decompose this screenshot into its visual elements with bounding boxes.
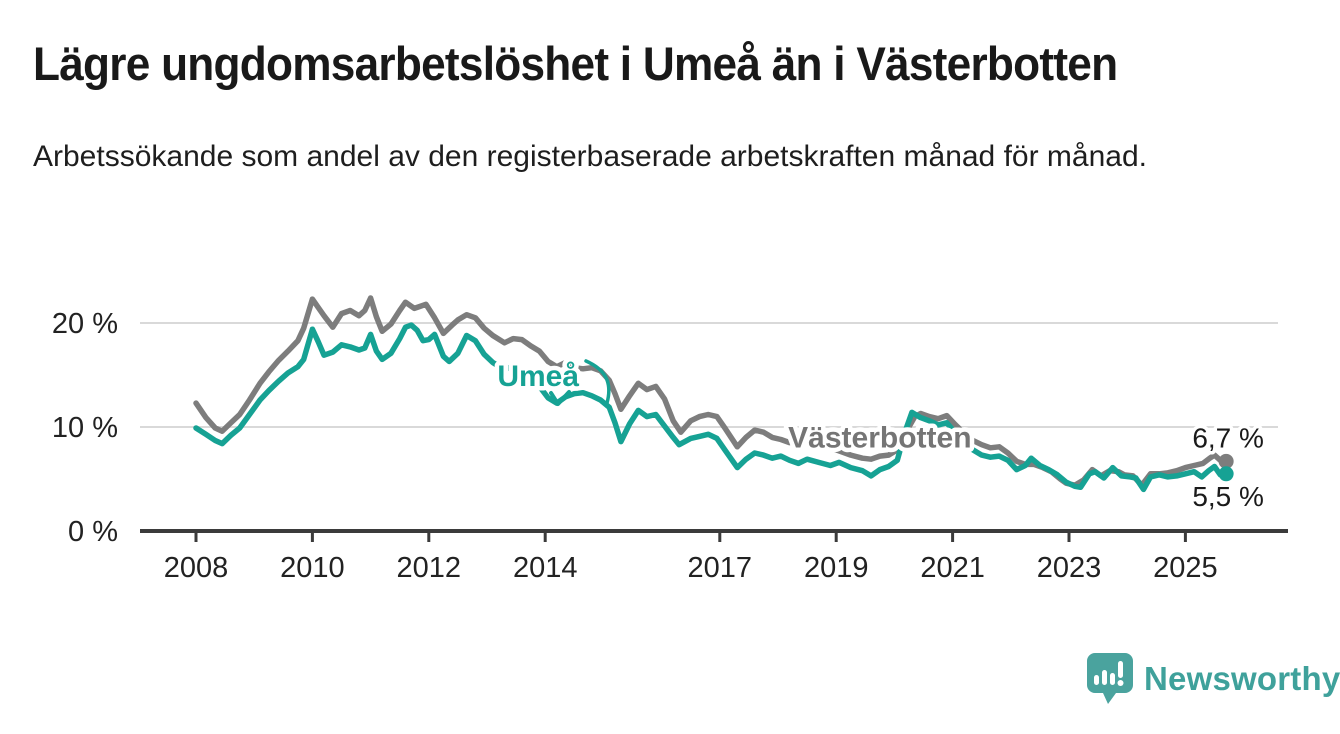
series-label-vsterbotten: Västerbotten [788, 421, 971, 454]
x-tick-label: 2019 [804, 552, 869, 584]
logo-bar-3 [1110, 673, 1115, 685]
series-label-ume: Umeå [497, 360, 579, 393]
chart-subtitle: Arbetssökande som andel av den registerb… [33, 140, 1147, 173]
x-tick-label: 2014 [513, 552, 578, 584]
y-tick-label: 20 % [52, 308, 118, 340]
series-line-vsterbotten [193, 295, 1229, 488]
umea-callout-arrow [584, 359, 611, 405]
newsworthy-speech-bubble-icon [1087, 653, 1133, 704]
series-endpoint-dot [1218, 453, 1234, 469]
newsworthy-logo-text: Newsworthy [1144, 660, 1340, 697]
x-tick-label: 2012 [397, 552, 462, 584]
umea-callout-arrowhead [549, 390, 571, 406]
series-endpoint-dot [1218, 466, 1234, 482]
y-tick-label: 0 % [68, 516, 118, 548]
x-tick-label: 2008 [164, 552, 229, 584]
series-end-value-label: 6,7 % [1192, 422, 1264, 453]
page-title: Lägre ungdomsarbetslöshet i Umeå än i Vä… [33, 37, 1118, 90]
x-tick-label: 2010 [280, 552, 345, 584]
series-line-ume [193, 322, 1229, 493]
x-tick-label: 2025 [1153, 552, 1218, 584]
x-tick-label: 2017 [688, 552, 753, 584]
logo-bar-2 [1102, 670, 1107, 685]
series-end-value-label: 5,5 % [1192, 481, 1264, 512]
logo-exclamation-dot [1117, 680, 1124, 686]
logo-exclamation-bar [1118, 661, 1123, 678]
newsworthy-logo: Newsworthy [1085, 650, 1340, 708]
y-tick-label: 10 % [52, 412, 118, 444]
x-tick-label: 2021 [920, 552, 985, 584]
logo-bar-1 [1094, 675, 1099, 685]
x-tick-label: 2023 [1037, 552, 1102, 584]
